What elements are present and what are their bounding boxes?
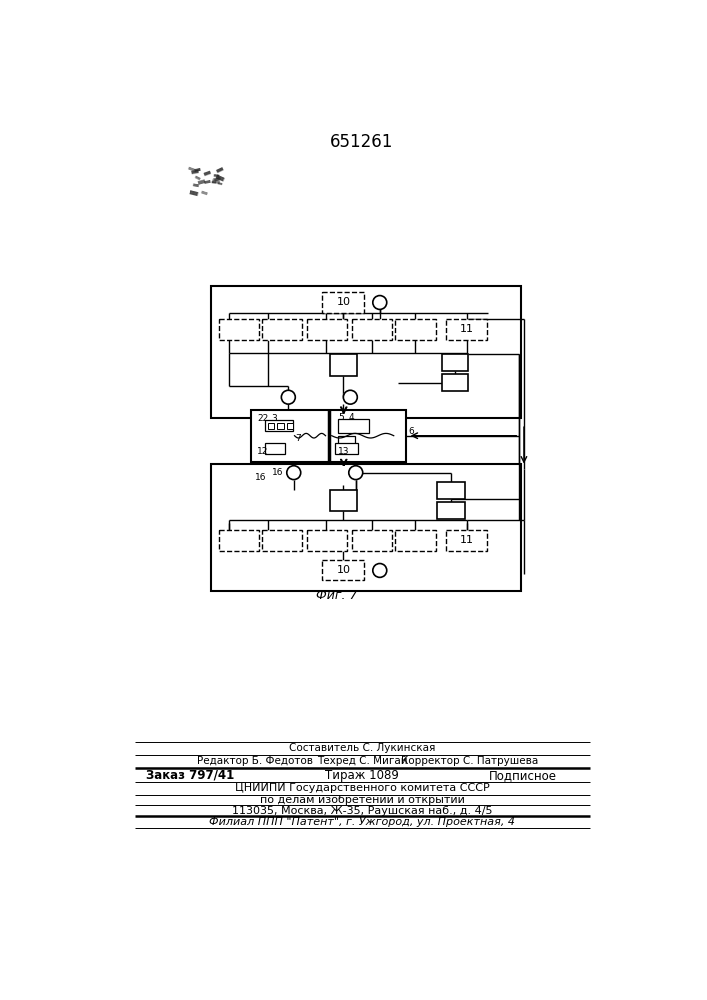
- Circle shape: [373, 296, 387, 309]
- Text: 16: 16: [255, 473, 267, 482]
- Text: ▬: ▬: [201, 167, 212, 178]
- Text: по делам изобретений и открытий: по делам изобретений и открытий: [259, 795, 464, 805]
- Text: 16: 16: [272, 468, 284, 477]
- Text: 7: 7: [295, 434, 300, 443]
- Text: Заказ 797/41: Заказ 797/41: [146, 769, 235, 782]
- Bar: [322, 560, 364, 580]
- Text: 4: 4: [349, 413, 354, 422]
- Bar: [262, 530, 303, 551]
- Text: Подписное: Подписное: [489, 769, 556, 782]
- Text: ▬: ▬: [214, 164, 226, 176]
- Bar: [442, 374, 468, 391]
- Text: 3: 3: [271, 414, 277, 423]
- Bar: [322, 292, 364, 312]
- Text: Техред С. Мигай: Техред С. Мигай: [317, 756, 407, 766]
- Text: 10: 10: [337, 565, 351, 575]
- Bar: [338, 436, 355, 448]
- Text: 651261: 651261: [330, 133, 394, 151]
- Text: ▬: ▬: [212, 174, 221, 184]
- Text: ▬: ▬: [213, 171, 220, 178]
- Bar: [307, 319, 347, 340]
- Bar: [307, 530, 347, 551]
- Text: 11: 11: [460, 535, 474, 545]
- Text: ▬: ▬: [216, 181, 222, 187]
- Bar: [251, 410, 406, 462]
- Bar: [265, 443, 285, 454]
- Bar: [211, 286, 521, 418]
- Bar: [218, 530, 259, 551]
- Bar: [437, 502, 465, 519]
- Bar: [338, 419, 369, 433]
- Bar: [218, 319, 259, 340]
- Text: ▬: ▬: [211, 180, 216, 185]
- Text: 5: 5: [338, 413, 344, 422]
- Bar: [287, 423, 293, 429]
- Circle shape: [349, 466, 363, 480]
- Circle shape: [373, 564, 387, 577]
- Text: ▬: ▬: [187, 187, 200, 199]
- Circle shape: [287, 466, 300, 480]
- Bar: [330, 354, 356, 376]
- Bar: [352, 319, 392, 340]
- Text: 10: 10: [337, 297, 351, 307]
- Text: ▬: ▬: [192, 165, 201, 175]
- Bar: [395, 530, 436, 551]
- Text: 22: 22: [257, 414, 269, 423]
- Bar: [268, 423, 274, 429]
- Text: ЦНИИПИ Государственного комитета СССР: ЦНИИПИ Государственного комитета СССР: [235, 783, 489, 793]
- Text: Корректор С. Патрушева: Корректор С. Патрушева: [401, 756, 538, 766]
- Circle shape: [344, 390, 357, 404]
- Text: Составитель С. Лукинская: Составитель С. Лукинская: [288, 743, 435, 753]
- Text: ▬: ▬: [211, 173, 222, 184]
- Text: 6: 6: [408, 427, 414, 436]
- Text: ▬: ▬: [212, 172, 226, 185]
- Text: ▬: ▬: [185, 163, 195, 174]
- Text: Фиг. 7: Фиг. 7: [315, 589, 357, 602]
- Text: ▬: ▬: [202, 177, 211, 187]
- Bar: [335, 443, 358, 454]
- Text: ▬: ▬: [193, 173, 201, 182]
- Bar: [395, 319, 436, 340]
- Text: 13: 13: [338, 447, 349, 456]
- Circle shape: [281, 390, 296, 404]
- Text: Редактор Б. Федотов: Редактор Б. Федотов: [197, 756, 313, 766]
- Bar: [330, 490, 356, 511]
- Bar: [211, 464, 521, 591]
- Bar: [352, 530, 392, 551]
- Bar: [262, 319, 303, 340]
- Text: ▬: ▬: [209, 176, 220, 187]
- Bar: [442, 354, 468, 371]
- Text: ▬: ▬: [191, 180, 199, 190]
- Text: 113035, Москва, Ж-35, Раушская наб., д. 4/5: 113035, Москва, Ж-35, Раушская наб., д. …: [232, 806, 492, 816]
- Bar: [446, 319, 486, 340]
- Text: ▬: ▬: [189, 167, 200, 177]
- Bar: [437, 482, 465, 499]
- Text: 11: 11: [460, 324, 474, 334]
- Text: ▬: ▬: [198, 188, 208, 199]
- Bar: [265, 420, 293, 431]
- Text: Тираж 1089: Тираж 1089: [325, 769, 399, 782]
- Bar: [446, 530, 486, 551]
- Text: Филиал ППП "Патент", г. Ужгород, ул. Проектная, 4: Филиал ППП "Патент", г. Ужгород, ул. Про…: [209, 817, 515, 827]
- Text: 12: 12: [257, 447, 269, 456]
- Text: ▬: ▬: [195, 176, 206, 188]
- Bar: [277, 423, 284, 429]
